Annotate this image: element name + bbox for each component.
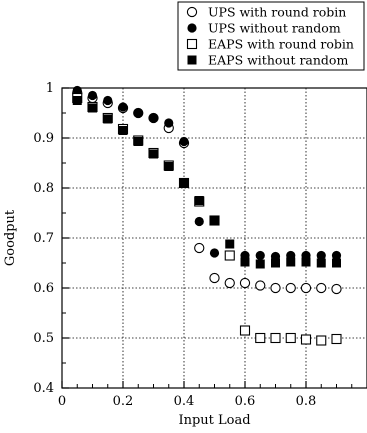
data-point xyxy=(224,250,235,261)
axis-ticks: 0 0.2 0.4 0.6 0.8 0.4 0.5 0.6 0.7 0.8 0.9 1 xyxy=(33,81,367,409)
data-point xyxy=(179,136,189,147)
data-point xyxy=(239,277,251,289)
data-point xyxy=(286,257,296,267)
legend-item: UPS with round robin xyxy=(186,5,346,20)
legend-marker xyxy=(186,38,198,50)
data-point xyxy=(148,113,159,123)
data-point xyxy=(103,114,113,124)
data-point xyxy=(87,90,98,101)
x-tick-label: 0.2 xyxy=(113,394,134,409)
legend-marker xyxy=(187,23,197,33)
data-point xyxy=(210,216,219,225)
data-points xyxy=(72,85,342,346)
data-point xyxy=(255,259,265,269)
data-point xyxy=(285,282,296,294)
data-point xyxy=(239,325,251,336)
data-point xyxy=(255,250,265,261)
legend-item: EAPS with round robin xyxy=(186,37,354,52)
data-point xyxy=(72,85,82,96)
data-point xyxy=(194,242,205,254)
data-point xyxy=(316,250,326,261)
x-tick-label: 0.8 xyxy=(296,394,317,409)
data-point xyxy=(164,118,174,128)
data-point xyxy=(331,333,342,345)
data-point xyxy=(316,282,327,294)
data-point xyxy=(88,103,97,113)
x-tick-label: 0.6 xyxy=(235,394,256,409)
legend-label: UPS without random xyxy=(208,21,341,36)
y-tick-label: 0.6 xyxy=(33,281,54,296)
legend-item: EAPS without random xyxy=(187,53,348,68)
data-point xyxy=(149,149,158,159)
data-point xyxy=(194,216,204,227)
data-point xyxy=(103,95,113,106)
x-tick-label: 0.4 xyxy=(174,394,195,409)
y-tick-label: 0.5 xyxy=(33,331,54,346)
data-point xyxy=(316,258,326,268)
y-tick-label: 0.8 xyxy=(33,181,54,196)
data-point xyxy=(332,258,341,268)
data-point xyxy=(209,272,220,284)
legend-label: UPS with round robin xyxy=(208,5,346,20)
data-point xyxy=(285,332,296,344)
data-point xyxy=(300,282,312,294)
y-tick-label: 0.4 xyxy=(33,381,54,396)
y-tick-label: 1 xyxy=(46,81,54,96)
data-point xyxy=(255,280,266,291)
data-point xyxy=(179,178,189,188)
data-point xyxy=(72,96,82,105)
data-point xyxy=(331,283,342,295)
series-square-filled xyxy=(72,96,341,269)
y-tick-label: 0.9 xyxy=(33,131,54,146)
legend-marker xyxy=(186,6,198,18)
plot-frame xyxy=(61,87,367,389)
data-point xyxy=(331,250,342,261)
data-point xyxy=(300,334,312,345)
x-tick-label: 0 xyxy=(58,394,66,409)
y-axis-label: Goodput xyxy=(3,209,18,266)
data-point xyxy=(270,332,281,344)
data-point xyxy=(270,282,281,294)
data-point xyxy=(133,108,143,118)
data-point xyxy=(133,137,143,146)
legend-marker xyxy=(187,55,197,65)
data-point xyxy=(225,239,235,249)
data-point xyxy=(271,258,280,268)
x-axis-label: Input Load xyxy=(178,413,250,428)
legend-box xyxy=(177,1,365,71)
data-point xyxy=(164,162,174,171)
data-point xyxy=(301,257,311,267)
data-point xyxy=(118,102,128,112)
data-point xyxy=(240,257,250,267)
data-point xyxy=(194,196,204,205)
data-point xyxy=(209,248,220,258)
data-point xyxy=(255,332,266,344)
legend-label: EAPS with round robin xyxy=(208,37,354,52)
data-point xyxy=(316,335,327,346)
data-point xyxy=(224,277,235,289)
y-tick-label: 0.7 xyxy=(33,231,54,246)
data-point xyxy=(118,126,128,135)
legend-label: EAPS without random xyxy=(208,53,348,68)
legend-item: UPS without random xyxy=(187,21,341,36)
